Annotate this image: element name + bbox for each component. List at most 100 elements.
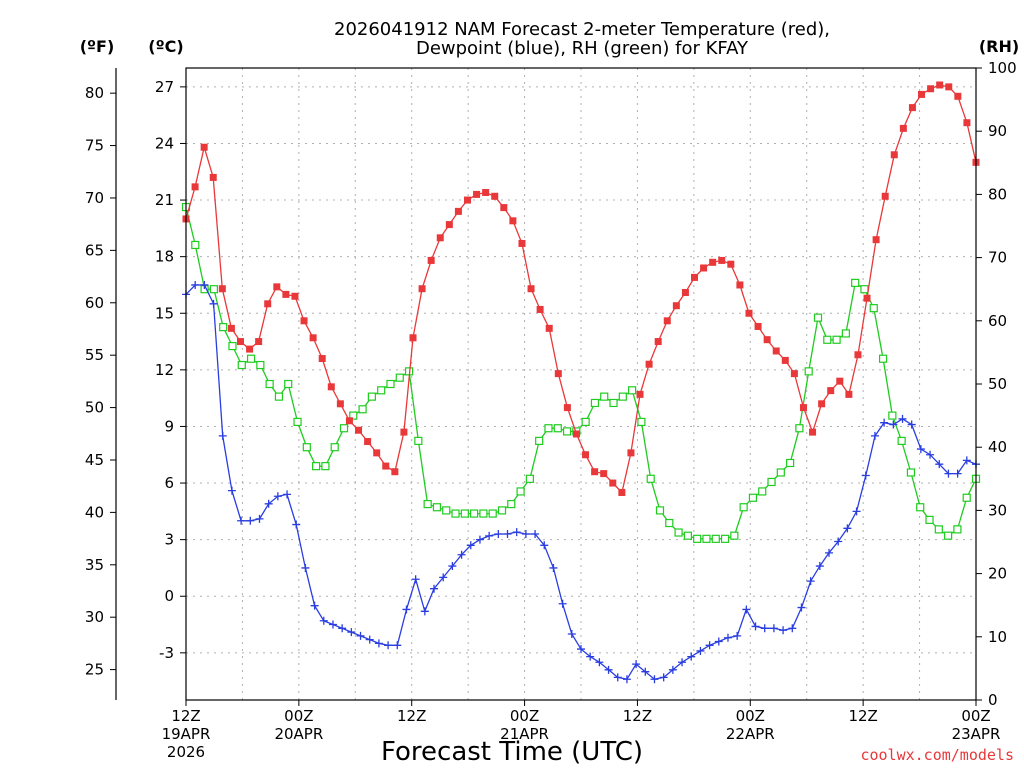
rh-point xyxy=(228,341,237,351)
rh-point xyxy=(832,335,841,344)
rh-point xyxy=(693,534,702,543)
temperature-point xyxy=(527,285,535,293)
dewpoint-point xyxy=(475,535,484,544)
temperature-point xyxy=(918,90,926,98)
temperature-point xyxy=(300,317,308,325)
rh-point xyxy=(953,525,962,534)
dewpoint-point xyxy=(227,486,236,495)
rh-point xyxy=(674,528,683,537)
dewpoint-point xyxy=(494,529,503,538)
rh-point xyxy=(246,354,256,363)
dewpoint-point xyxy=(411,575,420,584)
dewpoint-point xyxy=(659,673,668,682)
rh-tick-label: 70 xyxy=(988,249,1007,267)
temperature-point xyxy=(718,256,726,264)
rh-point xyxy=(191,240,200,250)
temperature-point xyxy=(345,417,353,425)
temperature-point xyxy=(327,383,335,391)
dewpoint-point xyxy=(870,431,879,440)
temperature-point xyxy=(336,400,344,408)
rh-tick-label: 20 xyxy=(988,565,1007,583)
dewpoint-point xyxy=(880,418,889,427)
temperature-point xyxy=(809,428,817,436)
fahrenheit-tick-label: 50 xyxy=(85,399,104,417)
rh-point xyxy=(916,503,925,512)
rh-point xyxy=(888,411,897,420)
rh-tick-label: 80 xyxy=(988,185,1007,203)
temperature-point xyxy=(445,221,453,229)
fahrenheit-tick-label: 25 xyxy=(85,661,104,679)
fahrenheit-tick-label: 60 xyxy=(85,294,104,312)
rh-point xyxy=(330,443,339,452)
rh-point xyxy=(525,474,534,483)
dewpoint-point xyxy=(549,563,558,572)
celsius-tick-label: 3 xyxy=(164,531,174,549)
dewpoint-point xyxy=(705,641,714,650)
rh-tick-label: 40 xyxy=(988,438,1007,456)
temperature-point xyxy=(899,124,907,132)
dewpoint-point xyxy=(191,280,200,289)
rh-point xyxy=(423,499,432,509)
dewpoint-point xyxy=(319,616,328,625)
temperature-point xyxy=(482,189,490,197)
dewpoint-point xyxy=(384,641,393,650)
rh-point xyxy=(739,503,748,512)
temperature-point xyxy=(572,430,580,438)
rh-tick-label: 0 xyxy=(988,691,998,709)
temperature-point xyxy=(373,449,381,457)
fahrenheit-tick-label: 45 xyxy=(85,451,104,469)
rh-point xyxy=(274,392,284,401)
temperature-point xyxy=(609,479,617,487)
temperature-point xyxy=(745,309,753,317)
x-tick-label: 12Z xyxy=(171,707,200,725)
temperature-point xyxy=(954,92,962,100)
dewpoint-point xyxy=(255,514,264,523)
rh-point xyxy=(451,509,460,518)
dewpoint-point xyxy=(448,562,457,571)
rh-point xyxy=(786,458,795,468)
temperature-point xyxy=(554,370,562,378)
x-tick-label: 2026 xyxy=(167,743,205,761)
rh-point xyxy=(823,335,832,344)
temperature-point xyxy=(618,488,626,496)
dewpoint-point xyxy=(779,626,788,635)
dewpoint-point xyxy=(420,607,429,616)
dewpoint-point xyxy=(714,637,723,646)
temperature-point xyxy=(246,345,254,353)
dewpoint-point xyxy=(788,624,797,633)
rh-point xyxy=(284,379,293,389)
temperature-point xyxy=(518,239,526,247)
rh-point xyxy=(878,354,888,363)
dewpoint-point xyxy=(200,280,209,289)
celsius-tick-label: 18 xyxy=(155,248,174,266)
fahrenheit-axis-label: (ºF) xyxy=(80,37,115,56)
dewpoint-point xyxy=(769,624,778,633)
celsius-tick-label: 12 xyxy=(155,361,174,379)
rh-tick-label: 100 xyxy=(988,59,1017,77)
temperature-point xyxy=(500,204,508,212)
temperature-point xyxy=(264,300,272,308)
dewpoint-point xyxy=(356,631,365,640)
rh-point xyxy=(442,506,451,515)
dewpoint-point xyxy=(402,605,411,614)
temperature-point xyxy=(872,236,880,244)
dewpoint-point xyxy=(264,499,273,508)
rh-point xyxy=(609,398,618,408)
fahrenheit-tick-label: 30 xyxy=(85,608,104,626)
x-tick-label: 12Z xyxy=(848,707,877,725)
temperature-point xyxy=(709,258,717,266)
rh-point xyxy=(432,503,442,512)
rh-point xyxy=(367,392,376,401)
rh-point xyxy=(804,367,813,376)
temperature-point xyxy=(227,324,235,332)
temperature-point xyxy=(854,351,862,359)
rh-point xyxy=(869,304,878,313)
temperature-line xyxy=(185,84,977,494)
rh-axis-label: (RH) xyxy=(979,37,1019,56)
temperature-point xyxy=(908,104,916,112)
temperature-point xyxy=(781,356,789,364)
temperature-point xyxy=(845,390,853,398)
dewpoint-point xyxy=(907,420,916,429)
rh-point xyxy=(507,499,516,509)
